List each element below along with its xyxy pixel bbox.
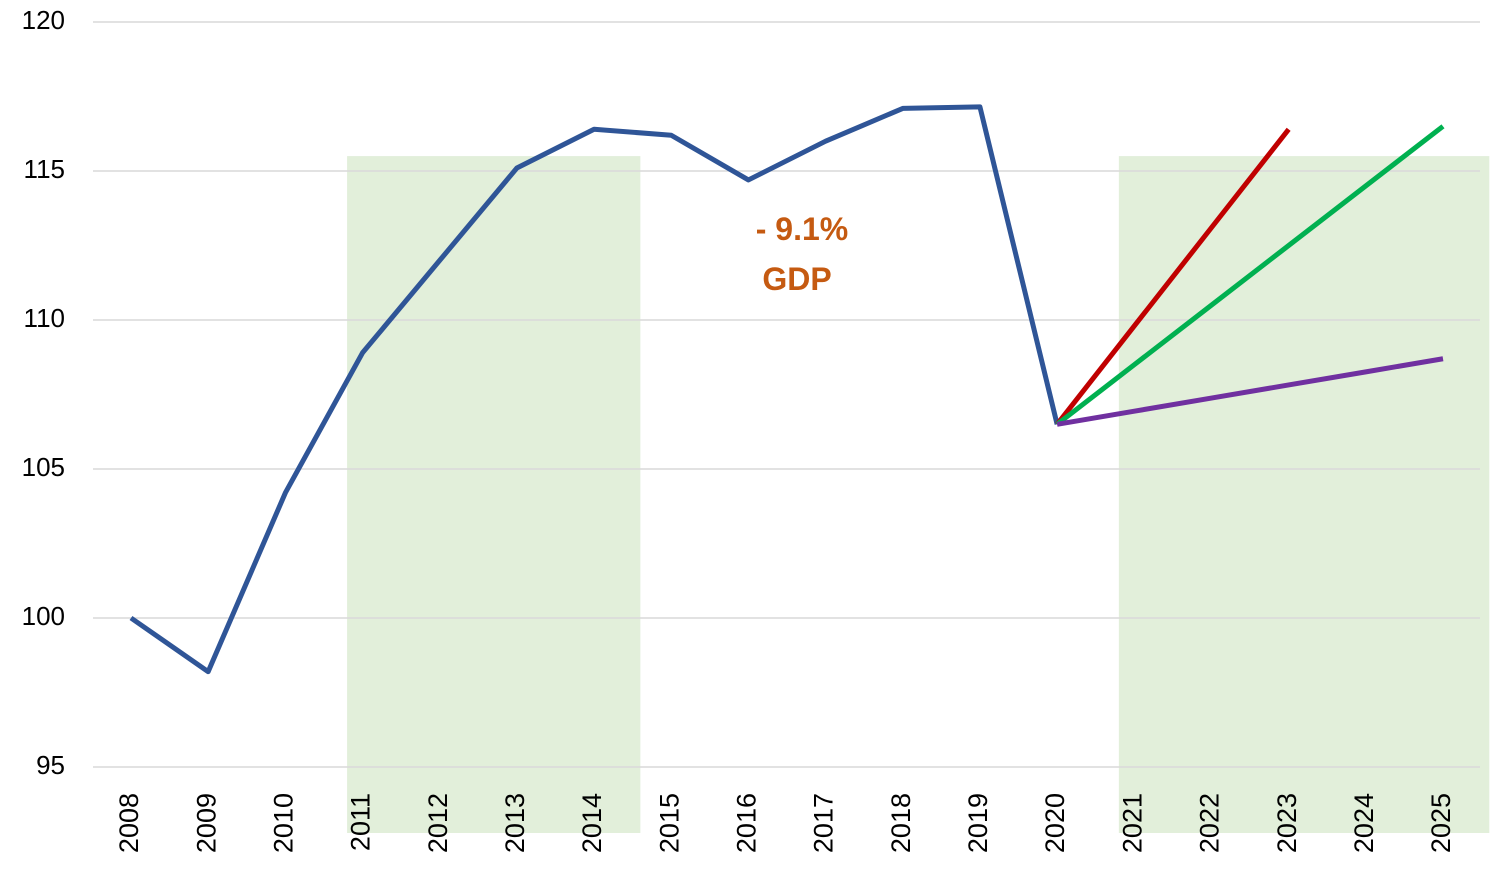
- x-tick-label: 2013: [500, 793, 530, 853]
- x-tick-label: 2011: [346, 793, 376, 851]
- x-tick-label: 2008: [114, 793, 144, 853]
- lines: [129, 104, 1445, 675]
- x-tick-label: 2019: [963, 793, 993, 853]
- x-tick-label: 2010: [268, 793, 298, 853]
- y-tick-label: 105: [22, 452, 65, 482]
- y-tick-label: 95: [36, 750, 65, 780]
- y-tick-label: 110: [24, 303, 65, 333]
- x-tick-label: 2014: [577, 793, 607, 853]
- annotation: GDP: [762, 261, 831, 297]
- x-tick-label: 2012: [423, 793, 453, 853]
- x-tick-label: 2016: [732, 793, 762, 853]
- series-line: [1055, 127, 1291, 426]
- x-tick-label: 2022: [1195, 793, 1225, 853]
- x-tick-label: 2020: [1040, 793, 1070, 853]
- bands: [347, 156, 1490, 834]
- x-tick-label: 2023: [1272, 793, 1302, 853]
- series-line: [1055, 124, 1445, 427]
- x-tick-label: 2018: [886, 793, 916, 853]
- shaded-band: [1118, 156, 1490, 834]
- series-line: [1056, 356, 1444, 427]
- x-tick-label: 2025: [1426, 793, 1456, 853]
- x-tick-label: 2017: [809, 793, 839, 853]
- y-tick-label: 120: [22, 5, 65, 35]
- grid: 95 100 105 110 115 120 2008 2009 2010 2011 2012 201…: [22, 5, 1480, 853]
- x-tick-label: 2021: [1117, 793, 1147, 853]
- shaded-band: [347, 156, 641, 834]
- series-line: [129, 104, 1060, 675]
- x-tick-label: 2009: [191, 793, 221, 853]
- y-tick-label: 115: [24, 154, 65, 184]
- x-tick-label: 2024: [1349, 793, 1379, 853]
- y-tick-label: 100: [22, 601, 65, 631]
- annotation: - 9.1%: [756, 211, 848, 247]
- x-tick-label: 2015: [654, 793, 684, 853]
